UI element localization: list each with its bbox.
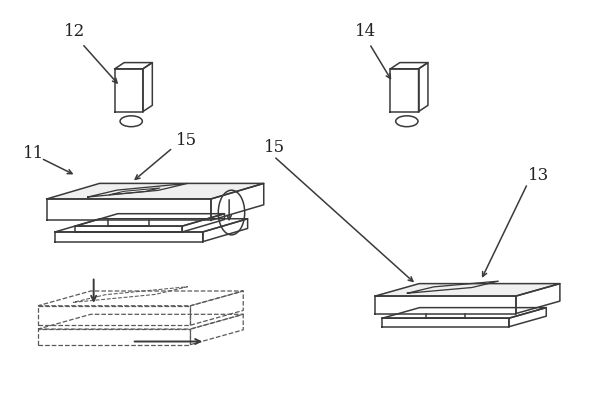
Text: 13: 13 xyxy=(527,167,549,184)
Text: 15: 15 xyxy=(264,139,285,156)
Text: 12: 12 xyxy=(65,23,86,40)
Polygon shape xyxy=(47,183,264,199)
Text: 11: 11 xyxy=(23,145,44,162)
Polygon shape xyxy=(375,284,560,296)
Text: 15: 15 xyxy=(176,132,197,149)
Text: 14: 14 xyxy=(355,23,376,40)
